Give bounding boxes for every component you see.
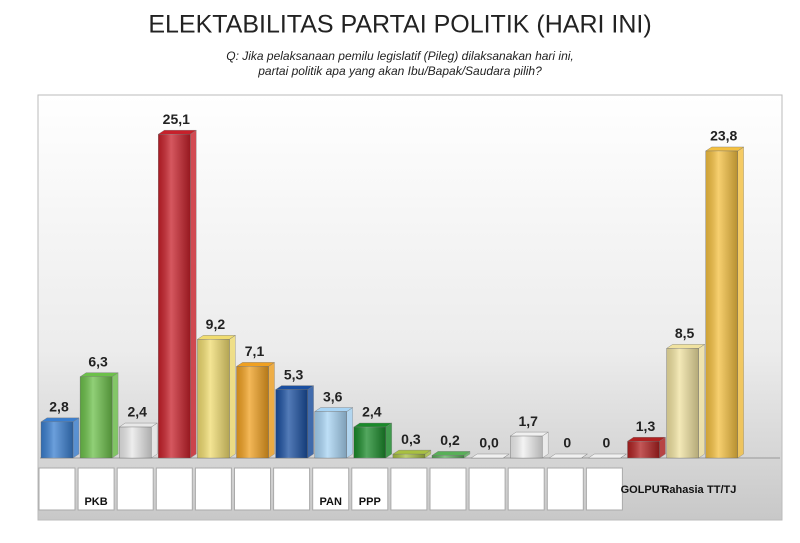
bar-side bbox=[542, 431, 549, 459]
x-tick-label: Rahasia bbox=[661, 484, 704, 496]
bar-shine bbox=[666, 348, 699, 458]
bar-side bbox=[737, 146, 744, 459]
bar-shine bbox=[41, 421, 73, 458]
bar-side bbox=[111, 372, 119, 459]
bar-shine bbox=[158, 134, 191, 458]
value-label: 0 bbox=[563, 435, 571, 451]
bar-shine bbox=[432, 455, 464, 458]
x-tick-label: GOLPUT bbox=[621, 484, 667, 496]
value-label: 1,3 bbox=[636, 418, 656, 434]
bar-side bbox=[268, 362, 275, 459]
bar-side bbox=[72, 417, 80, 459]
logo-box bbox=[546, 467, 584, 511]
value-label: 23,8 bbox=[710, 128, 737, 144]
bar-top bbox=[353, 422, 393, 428]
bar-top bbox=[587, 453, 628, 459]
bar-side bbox=[698, 343, 705, 459]
x-tick-label: PAN bbox=[319, 496, 341, 508]
bar-side bbox=[307, 385, 314, 459]
value-label: 7,1 bbox=[245, 343, 265, 359]
bar-shine bbox=[119, 427, 152, 458]
logo-box bbox=[390, 467, 428, 511]
bar-shine bbox=[627, 441, 660, 458]
bar-top bbox=[705, 146, 745, 152]
logo-box bbox=[351, 467, 389, 511]
bar-top bbox=[274, 385, 315, 390]
bar-shine bbox=[236, 366, 269, 458]
value-label: 6,3 bbox=[88, 353, 108, 369]
logo-box bbox=[234, 467, 271, 511]
bar-side bbox=[385, 422, 392, 459]
bar-top bbox=[626, 437, 667, 442]
value-label: 1,7 bbox=[518, 413, 538, 429]
bar-top bbox=[470, 453, 510, 459]
bar-top bbox=[40, 417, 80, 423]
bar-shine bbox=[510, 436, 543, 458]
logo-box bbox=[507, 467, 545, 511]
logo-box bbox=[155, 467, 193, 511]
bar-side bbox=[346, 407, 353, 459]
bar-side bbox=[190, 129, 197, 459]
value-label: 0,3 bbox=[401, 431, 421, 447]
value-label: 2,4 bbox=[362, 404, 382, 420]
bar-side bbox=[229, 334, 236, 459]
value-label: 8,5 bbox=[675, 325, 695, 341]
logo-box bbox=[273, 467, 311, 511]
bar-top bbox=[392, 449, 432, 455]
bar-top bbox=[157, 130, 197, 135]
logo-box bbox=[585, 467, 623, 511]
value-label: 0,2 bbox=[440, 432, 460, 448]
bar-top bbox=[196, 335, 237, 340]
logo-box bbox=[429, 467, 467, 511]
logo-box bbox=[77, 467, 115, 511]
value-label: 9,2 bbox=[206, 316, 226, 332]
x-tick-label: PPP bbox=[359, 496, 381, 508]
value-label: 3,6 bbox=[323, 388, 343, 404]
bar-shine bbox=[80, 376, 113, 458]
logo-box bbox=[468, 467, 506, 511]
subtitle: Q: Jika pelaksanaan pemilu legislatif (P… bbox=[226, 49, 574, 63]
value-label: 25,1 bbox=[163, 111, 190, 127]
subtitle: partai politik apa yang akan Ibu/Bapak/S… bbox=[257, 64, 542, 78]
bar-top bbox=[548, 453, 588, 459]
bar-top bbox=[431, 451, 471, 456]
value-label: 2,8 bbox=[49, 399, 69, 415]
x-tick-label: TT/TJ bbox=[707, 484, 736, 496]
value-label: 2,4 bbox=[127, 404, 147, 420]
bar-shine bbox=[353, 427, 386, 458]
bar-top bbox=[79, 372, 119, 377]
logo-box bbox=[194, 467, 232, 511]
logo-box bbox=[312, 467, 350, 511]
logo-box bbox=[116, 467, 154, 511]
bar-top bbox=[665, 344, 706, 349]
bar-side bbox=[151, 422, 158, 459]
bar-shine bbox=[705, 150, 738, 459]
bar-top bbox=[118, 422, 158, 428]
bar-shine bbox=[392, 454, 425, 458]
chart-title: ELEKTABILITAS PARTAI POLITIK (HARI INI) bbox=[148, 11, 651, 39]
value-label: 0 bbox=[603, 435, 611, 451]
bar-shine bbox=[197, 339, 230, 458]
value-label: 0,0 bbox=[479, 435, 499, 451]
logo-box bbox=[38, 467, 76, 511]
bar-shine bbox=[275, 389, 308, 458]
bar-top bbox=[235, 362, 276, 367]
bar-top bbox=[314, 407, 354, 412]
value-label: 5,3 bbox=[284, 366, 304, 382]
bar-top bbox=[509, 431, 549, 437]
x-tick-label: PKB bbox=[84, 496, 107, 508]
bar-shine bbox=[314, 411, 347, 458]
